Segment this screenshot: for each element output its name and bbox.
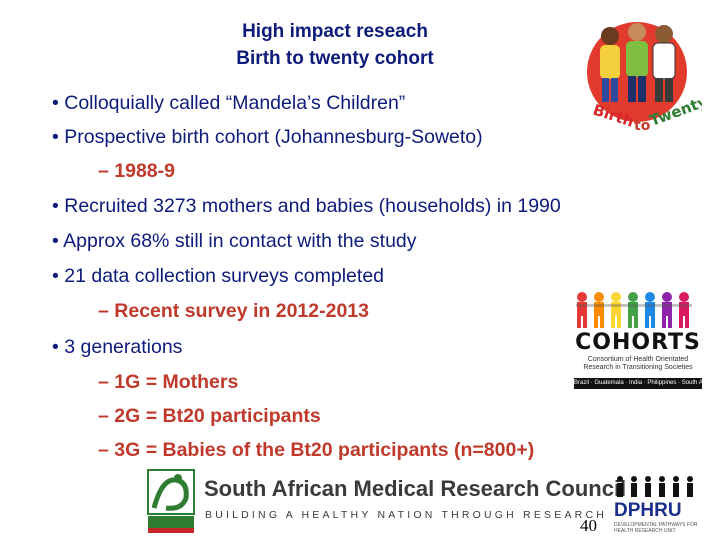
bullet-item: • Prospective birth cohort (Johannesburg… [52,126,483,148]
sub-bullet-item: – 2G = Bt20 participants [98,405,321,427]
birth-to-twenty-logo: Birth to Twenty [582,14,710,139]
sub-bullet-item: – 1G = Mothers [98,371,239,393]
mrc-name: South African Medical Research Council [204,476,627,501]
title-line-1: High impact reseach [242,21,428,42]
title-line-2: Birth to twenty cohort [236,48,434,69]
cohorts-subtitle: Consortium of Health Orientated Research… [583,356,693,371]
page-number: 40 [580,516,597,535]
bullet-item: • 21 data collection surveys completed [52,265,385,287]
sub-bullet-item: – 3G = Babies of the Bt20 participants (… [98,439,535,461]
mrc-logo [146,468,196,534]
bullet-item: • Approx 68% still in contact with the s… [52,230,417,252]
cohorts-wordmark: COHORTS [575,330,701,355]
sub-bullet-item: – 1988-9 [98,160,175,182]
dphru-figures [617,476,693,497]
dphru-subtitle: DEVELOPMENTAL PATHWAYS FOR HEALTH RESEAR… [614,522,698,534]
sub-bullet-item: – Recent survey in 2012-2013 [98,300,370,322]
mrc-tagline: BUILDING A HEALTHY NATION THROUGH RESEAR… [205,509,608,521]
dphru-wordmark: DPHRU [614,500,682,521]
cohorts-countries: Brazil · Guatemala · India · Philippines… [574,378,714,389]
bullet-item: • Recruited 3273 mothers and babies (hou… [52,195,561,217]
bullet-item: • Colloquially called “Mandela’s Childre… [52,92,406,114]
bullet-item: • 3 generations [52,336,183,358]
svg-text:to: to [634,118,651,134]
cohorts-figures [576,292,692,328]
cohorts-logo: COHORTS Consortium of Health Orientated … [572,290,714,392]
slide-title: High impact reseach Birth to twenty coho… [150,18,520,72]
dphru-logo: DPHRU DEVELOPMENTAL PATHWAYS FOR HEALTH … [612,474,708,536]
